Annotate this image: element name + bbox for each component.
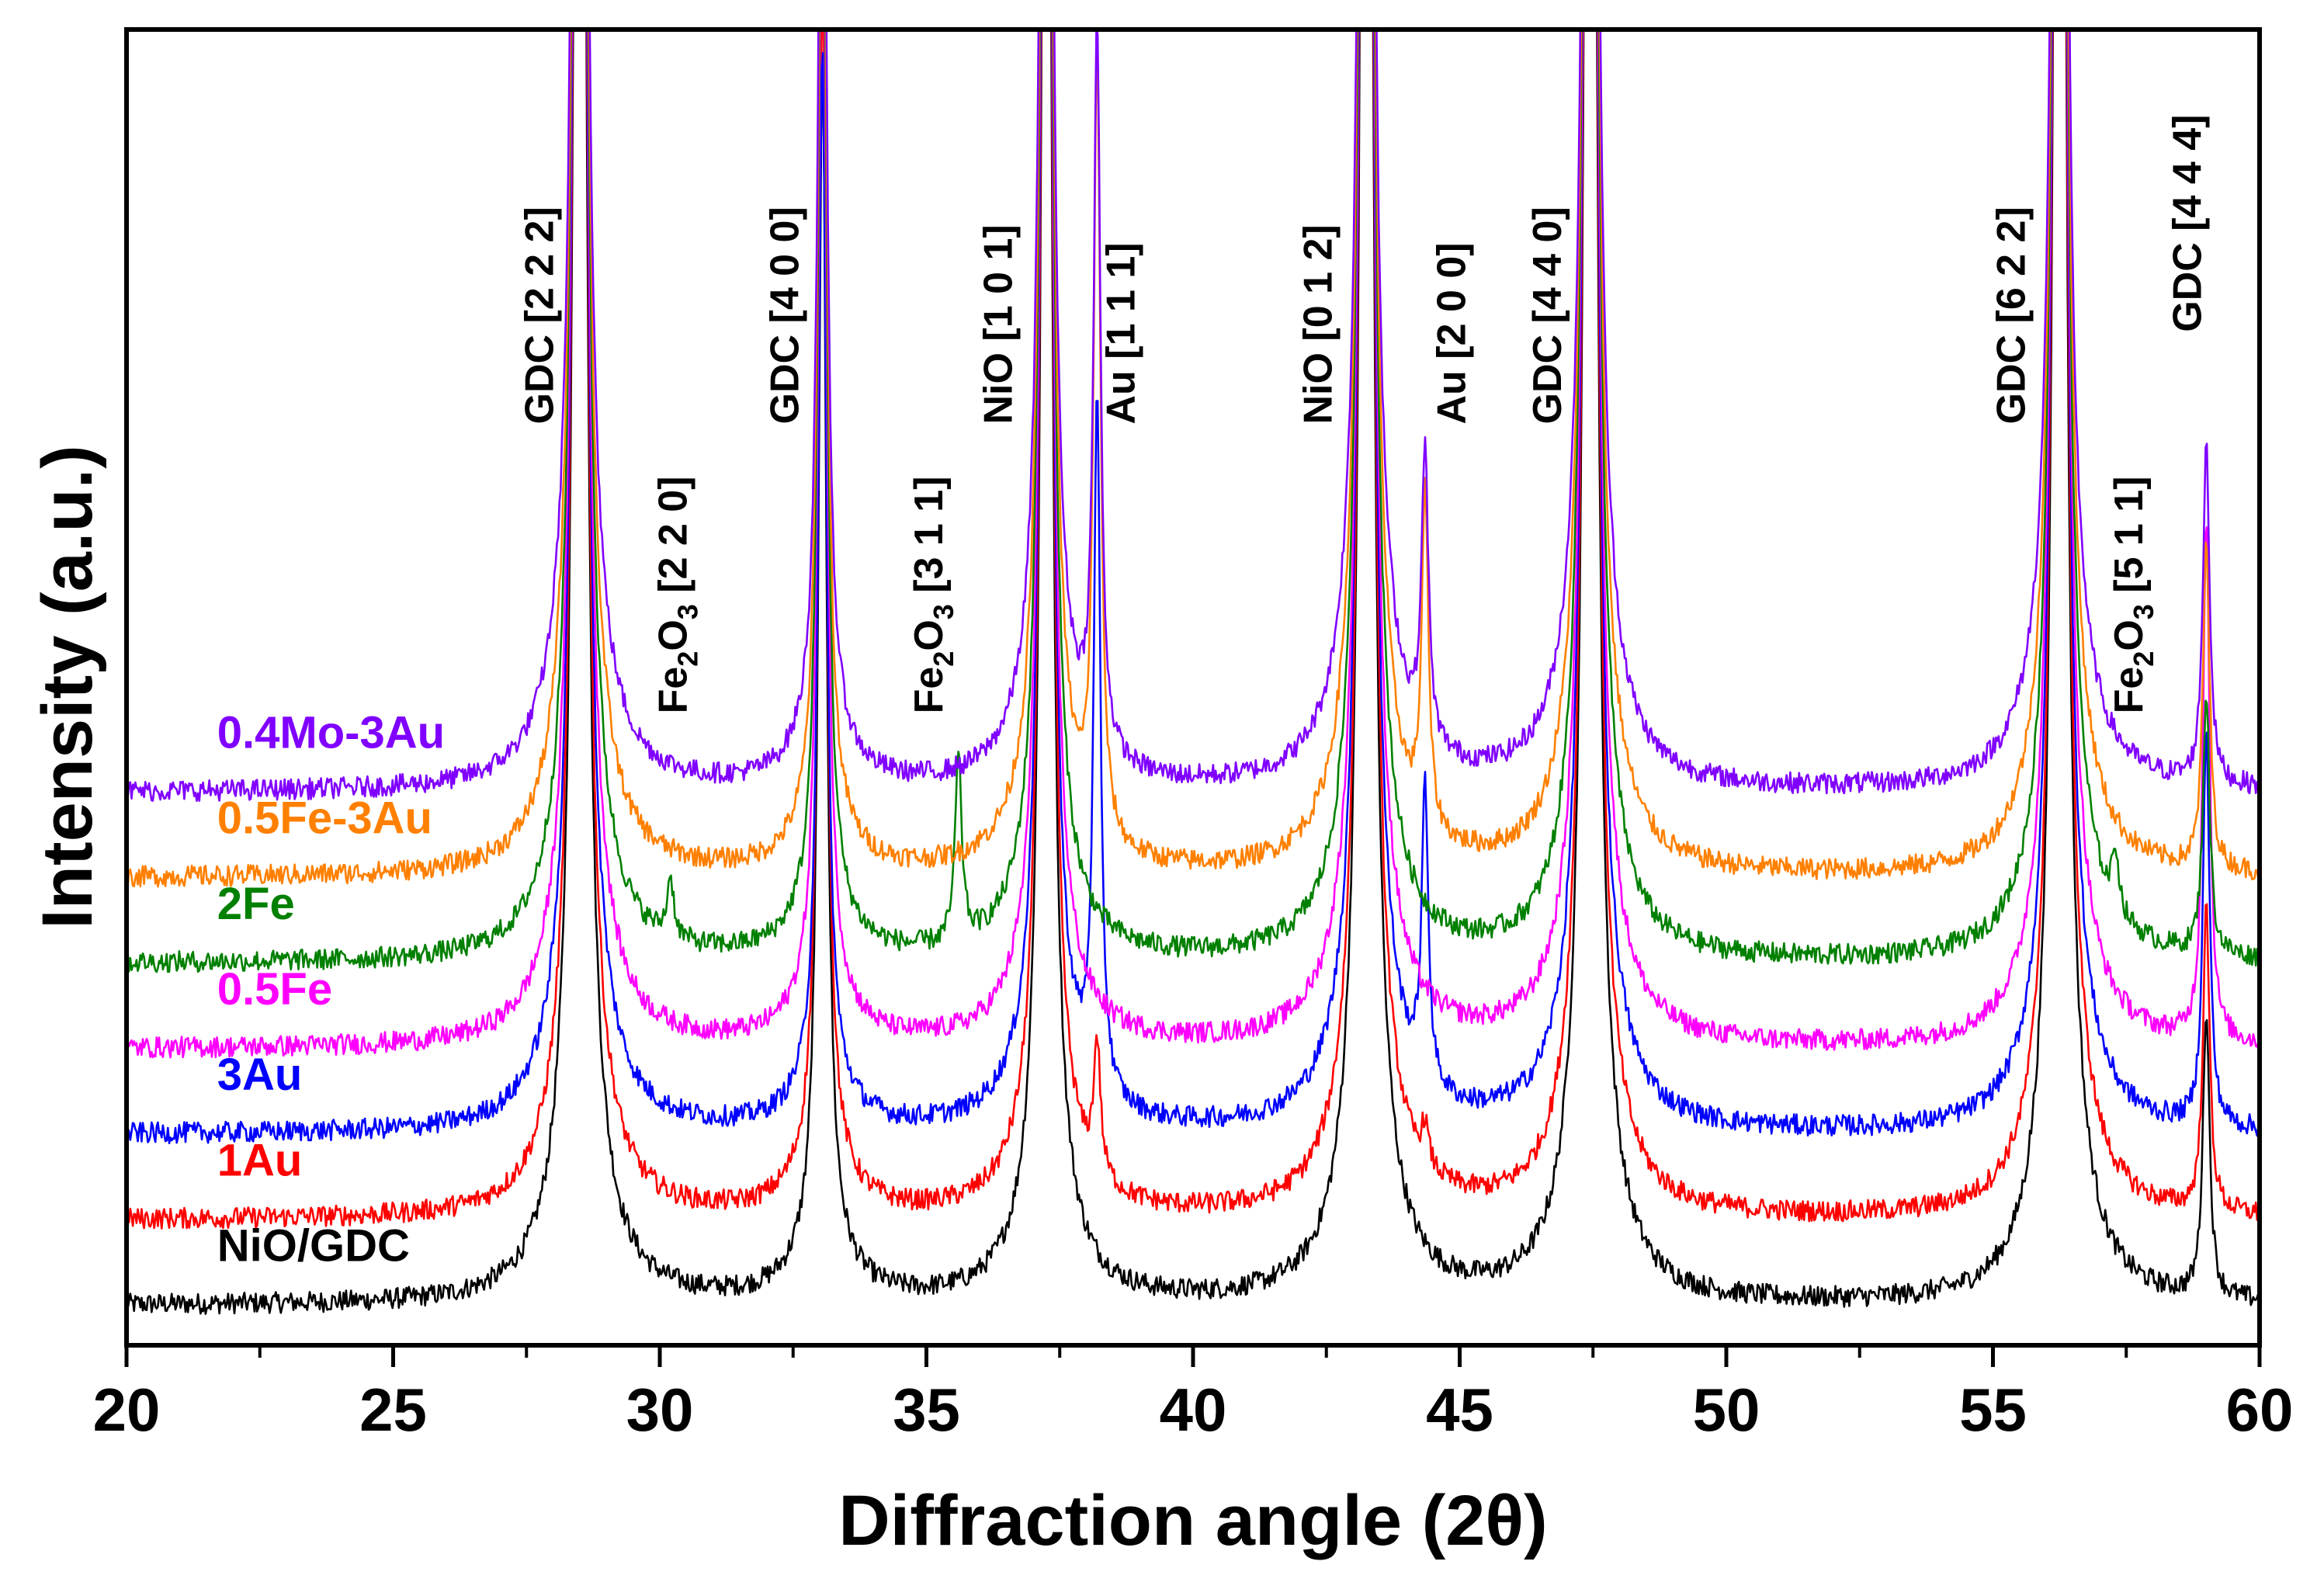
label-part: Fe	[650, 667, 695, 714]
series-line-0-4mo-3au	[127, 29, 2260, 802]
x-tick-label: 20	[93, 1376, 161, 1444]
series-label-layer: NiO/GDC 1Au 3Au 0.5Fe 2Fe 0.5Fe-3Au 0.4Mo-3Au	[217, 707, 445, 1271]
annotation-layer: GDC [2 2 2]Fe2O3 [2 2 0]GDC [4 0 0]Fe2O3…	[518, 115, 2211, 714]
peak-label: GDC [4 4 0]	[1525, 206, 1570, 424]
peak-label: Au [1 1 1]	[1098, 242, 1143, 424]
subscript: 2	[2128, 651, 2159, 667]
label-part: Fe	[2107, 667, 2152, 714]
peak-label: Fe2O3 [5 1 1]	[2107, 476, 2159, 713]
x-tick-label: 60	[2226, 1376, 2294, 1444]
x-tick-label: 45	[1426, 1376, 1493, 1444]
x-tick-label: 50	[1693, 1376, 1760, 1444]
series-layer	[127, 29, 2260, 1315]
peak-label: Au [2 0 0]	[1429, 242, 1474, 424]
series-line-0-5fe-3au	[127, 29, 2260, 888]
peak-label: NiO [0 1 2]	[1296, 224, 1341, 424]
peak-label: Fe2O3 [2 2 0]	[650, 476, 703, 713]
subscript: 2	[928, 651, 959, 667]
x-tick-label: 35	[893, 1376, 960, 1444]
label-part: O	[907, 619, 952, 651]
series-label: 0.5Fe	[217, 964, 332, 1015]
label-part: Fe	[907, 667, 952, 714]
peak-label: Fe2O3 [3 1 1]	[907, 476, 959, 713]
x-tick-label: 40	[1160, 1376, 1227, 1444]
subscript: 3	[2128, 604, 2159, 619]
subscript: 3	[671, 604, 703, 619]
series-line-2fe	[127, 29, 2260, 973]
subscript: 3	[928, 604, 959, 619]
peak-label: GDC [2 2 2]	[518, 206, 563, 424]
plot-frame	[124, 27, 2262, 1348]
label-part: O	[2107, 619, 2152, 651]
peak-label: GDC [6 2 2]	[1989, 206, 2034, 424]
series-label: NiO/GDC	[217, 1221, 410, 1272]
label-part: [5 1 1]	[2107, 476, 2152, 604]
series-line-nio-gdc	[127, 29, 2260, 1315]
peak-label: NiO [1 0 1]	[976, 224, 1021, 424]
label-part: O	[650, 619, 695, 651]
x-axis-title: Diffraction angle (2θ)	[838, 1481, 1548, 1560]
tick-layer: 20 25 30 35 40 45 50 55 60	[93, 1345, 2294, 1444]
series-line-3au	[127, 29, 2260, 1144]
label-part: [2 2 0]	[650, 476, 695, 604]
subscript: 2	[671, 651, 703, 667]
peak-label: GDC [4 0 0]	[763, 206, 808, 424]
series-line-1au	[127, 29, 2260, 1230]
x-tick-label: 55	[1959, 1376, 2027, 1444]
series-label: 0.5Fe-3Au	[217, 793, 432, 844]
x-tick-label: 25	[359, 1376, 427, 1444]
label-part: [3 1 1]	[907, 476, 952, 604]
y-axis-title: Intensity (a.u.)	[28, 445, 107, 929]
series-label: 0.4Mo-3Au	[217, 707, 445, 758]
series-label: 3Au	[217, 1050, 303, 1100]
series-line-0-5fe	[127, 29, 2260, 1059]
series-label: 1Au	[217, 1135, 303, 1185]
series-label: 2Fe	[217, 879, 295, 929]
x-tick-label: 30	[626, 1376, 694, 1444]
peak-label: GDC [4 4 4]	[2165, 115, 2210, 332]
